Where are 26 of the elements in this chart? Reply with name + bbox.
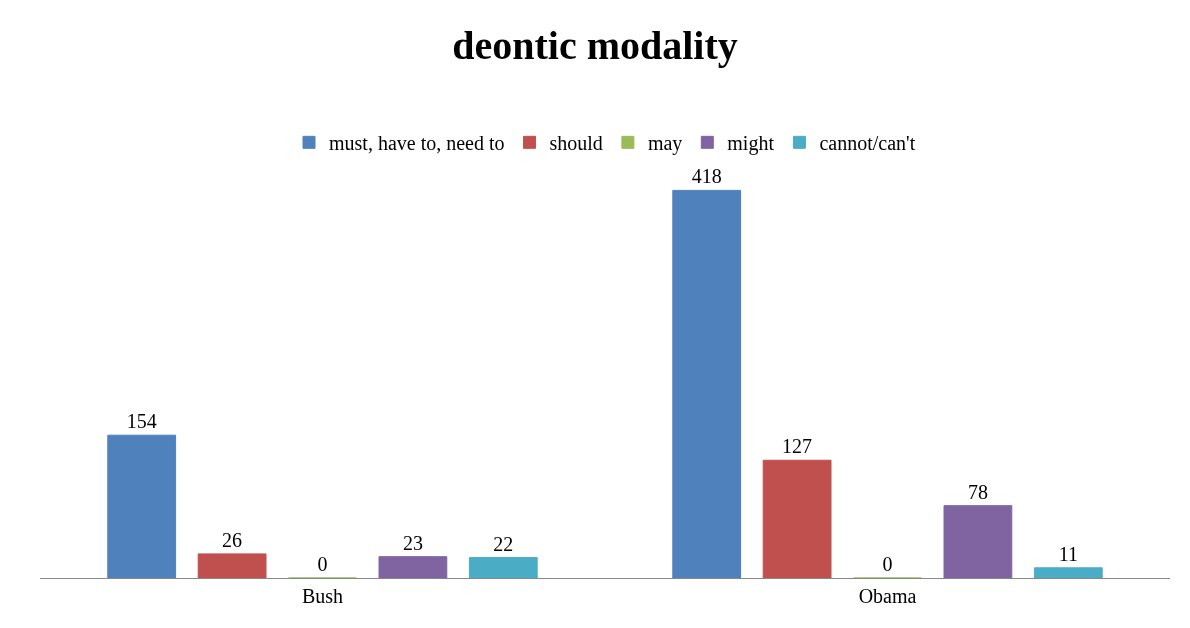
bar <box>943 505 1013 578</box>
x-tick-label: Obama <box>858 585 917 607</box>
chart-title: deontic modality <box>452 23 738 69</box>
data-label: 0 <box>317 553 328 575</box>
data-label: 154 <box>126 410 157 433</box>
bar <box>1033 567 1103 578</box>
legend-label: cannot/can't <box>819 132 916 155</box>
data-label: 22 <box>493 532 514 555</box>
bar <box>107 434 177 578</box>
data-label: 26 <box>222 528 243 551</box>
legend-label: must, have to, need to <box>329 132 505 155</box>
bar <box>468 557 538 578</box>
x-tick-label: Bush <box>301 585 344 607</box>
data-label: 11 <box>1058 542 1078 565</box>
data-label: 23 <box>402 531 423 554</box>
data-label: 78 <box>967 480 988 503</box>
bar <box>762 459 832 578</box>
legend-label: might <box>727 132 775 156</box>
data-label: 0 <box>882 553 893 575</box>
legend-label: should <box>549 132 603 155</box>
bar <box>672 189 742 578</box>
data-label: 127 <box>782 435 813 458</box>
bar <box>197 553 267 578</box>
legend-label: may <box>647 132 683 156</box>
bar <box>378 556 448 578</box>
data-label: 418 <box>691 165 722 188</box>
